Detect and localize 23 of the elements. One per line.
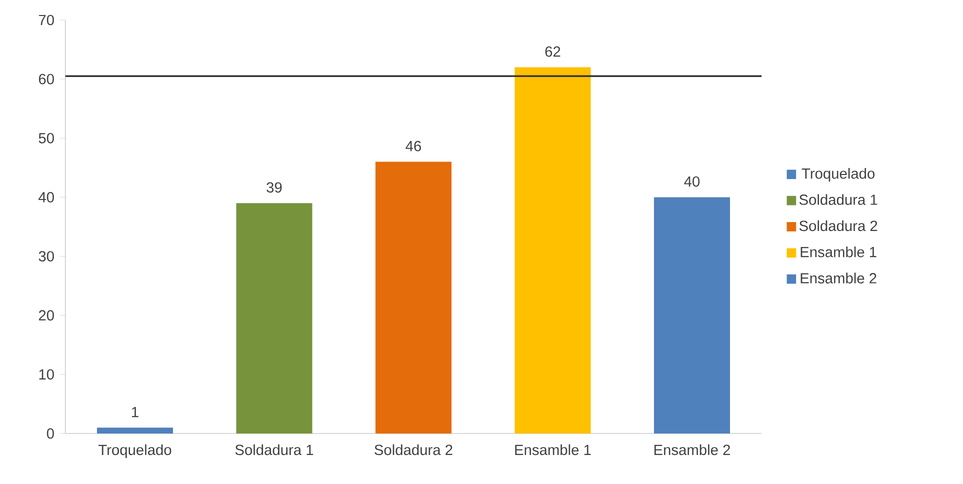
- y-tick-label: 40: [38, 192, 54, 202]
- y-tick-label: 0: [46, 428, 54, 439]
- legend-label: Ensamble 2: [800, 272, 876, 284]
- y-tick-label: 10: [39, 369, 54, 380]
- data-label: 40: [684, 176, 700, 187]
- data-label: 46: [406, 140, 421, 152]
- y-tick-label: 30: [38, 251, 54, 262]
- x-tick-label: Ensamble 1: [515, 444, 591, 456]
- x-tick-label: Ensamble 2: [654, 444, 730, 456]
- legend-label: Soldadura 2: [799, 220, 878, 232]
- x-tick-label: Troquelado: [98, 444, 172, 458]
- y-tick-label: 60: [38, 74, 54, 84]
- x-tick-label: Soldadura 2: [374, 444, 452, 456]
- y-tick-label: 70: [38, 14, 54, 26]
- y-tick-label: 50: [38, 132, 54, 144]
- data-label: 39: [266, 182, 282, 193]
- legend-label: Ensamble 1: [800, 246, 876, 258]
- data-label: 62: [545, 46, 560, 57]
- x-tick-label: Soldadura 1: [235, 444, 314, 456]
- legend-label: Soldadura 1: [799, 194, 878, 205]
- legend-label: Troquelado: [802, 168, 875, 182]
- y-tick-label: 20: [38, 310, 54, 320]
- data-label: 1: [132, 406, 138, 417]
